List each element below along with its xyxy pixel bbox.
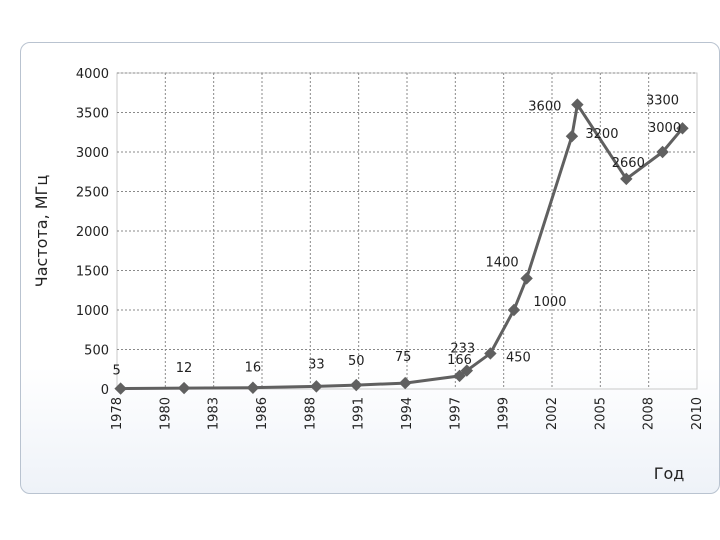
data-label: 1400 bbox=[486, 255, 519, 270]
data-point bbox=[310, 380, 323, 393]
data-label: 2660 bbox=[612, 156, 645, 171]
series-line bbox=[120, 100, 684, 391]
y-axis-ticks: 0 500 1000 1500 2000 2500 3000 3500 4000 bbox=[76, 67, 109, 398]
data-point bbox=[398, 376, 412, 390]
data-point bbox=[507, 303, 521, 317]
data-point bbox=[656, 145, 669, 159]
data-label: 12 bbox=[176, 361, 193, 376]
x-tick-label: 1978 bbox=[110, 397, 125, 430]
data-point bbox=[571, 98, 584, 111]
y-axis-title: Частота, МГц bbox=[32, 175, 51, 288]
data-point bbox=[460, 364, 474, 377]
data-label: 3600 bbox=[528, 100, 561, 115]
data-label: 450 bbox=[506, 350, 531, 365]
data-label: 33 bbox=[308, 357, 325, 372]
x-tick-label: 2010 bbox=[690, 397, 705, 430]
data-point bbox=[620, 172, 633, 186]
data-label: 233 bbox=[450, 342, 475, 357]
y-tick-label: 0 bbox=[101, 383, 109, 398]
x-tick-label: 1997 bbox=[448, 397, 463, 430]
grid bbox=[116, 72, 698, 390]
data-point bbox=[520, 272, 533, 285]
x-tick-label: 1983 bbox=[207, 397, 222, 430]
data-point bbox=[350, 378, 363, 392]
x-tick-label: 1994 bbox=[400, 397, 415, 430]
x-tick-label: 2005 bbox=[593, 397, 608, 430]
x-tick-label: 2002 bbox=[545, 397, 560, 430]
x-tick-label: 1988 bbox=[303, 397, 318, 430]
y-tick-label: 3500 bbox=[76, 107, 109, 122]
data-label: 3300 bbox=[646, 93, 679, 108]
data-label: 166 bbox=[447, 353, 472, 368]
y-tick-label: 1500 bbox=[76, 265, 109, 280]
data-label: 3200 bbox=[585, 127, 618, 142]
data-point bbox=[565, 129, 579, 143]
data-label: 75 bbox=[395, 350, 412, 365]
y-tick-label: 4000 bbox=[76, 67, 109, 82]
data-label: 1000 bbox=[533, 295, 566, 310]
data-label: 5 bbox=[112, 364, 120, 379]
x-axis-title: Год bbox=[654, 464, 685, 483]
y-tick-label: 1000 bbox=[76, 304, 109, 319]
series-markers bbox=[114, 98, 689, 395]
data-point bbox=[484, 347, 497, 360]
data-point bbox=[114, 382, 127, 395]
data-point bbox=[676, 122, 689, 135]
x-axis-ticks: 1978 1980 1983 1986 1988 1991 1994 1997 1999 2002… bbox=[110, 397, 705, 430]
chart-svg: 0 500 1000 1500 2000 2500 3000 3500 4000 1978 198… bbox=[32, 67, 705, 483]
y-tick-label: 3000 bbox=[76, 146, 109, 161]
data-point bbox=[177, 381, 191, 395]
data-point bbox=[246, 381, 260, 394]
data-label: 50 bbox=[348, 354, 365, 369]
data-point bbox=[453, 369, 466, 383]
x-tick-label: 1991 bbox=[352, 397, 367, 430]
y-tick-label: 500 bbox=[84, 344, 109, 359]
data-label: 16 bbox=[245, 361, 262, 376]
x-tick-label: 1980 bbox=[158, 397, 173, 430]
x-tick-label: 1986 bbox=[255, 397, 270, 430]
x-tick-label: 2008 bbox=[642, 397, 657, 430]
y-tick-label: 2000 bbox=[76, 225, 109, 240]
chart-frame: 0 500 1000 1500 2000 2500 3000 3500 4000 1978 198… bbox=[20, 42, 720, 494]
y-tick-label: 2500 bbox=[76, 186, 109, 201]
x-tick-label: 1999 bbox=[497, 397, 512, 430]
data-label: 3000 bbox=[648, 121, 681, 136]
